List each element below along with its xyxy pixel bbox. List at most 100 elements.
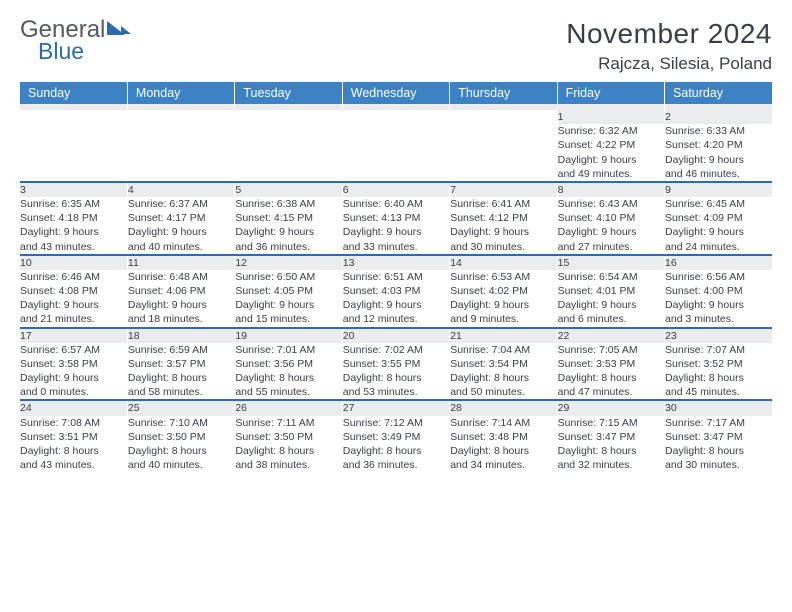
day-d2: and 46 minutes. <box>665 167 772 181</box>
day-d1: Daylight: 9 hours <box>665 298 772 312</box>
day-ss: Sunset: 4:02 PM <box>450 284 556 298</box>
day-sr: Sunrise: 6:33 AM <box>665 124 772 138</box>
day-number-cell: 24 <box>20 400 127 415</box>
day-d1: Daylight: 9 hours <box>128 225 234 239</box>
day-ss: Sunset: 3:47 PM <box>558 430 664 444</box>
day-number-cell: 15 <box>557 255 664 270</box>
day-d2: and 30 minutes. <box>450 240 556 254</box>
day-d2: and 15 minutes. <box>235 312 341 326</box>
day-detail-cell: Sunrise: 7:08 AMSunset: 3:51 PMDaylight:… <box>20 416 127 473</box>
day-d1: Daylight: 9 hours <box>450 225 556 239</box>
day-d2: and 40 minutes. <box>128 458 234 472</box>
day-d1: Daylight: 8 hours <box>558 444 664 458</box>
day-sr: Sunrise: 7:07 AM <box>665 343 772 357</box>
day-d1: Daylight: 9 hours <box>558 298 664 312</box>
day-sr: Sunrise: 6:38 AM <box>235 197 341 211</box>
day-ss: Sunset: 4:17 PM <box>128 211 234 225</box>
title-block: November 2024 Rajcza, Silesia, Poland <box>566 18 772 74</box>
day-detail-cell: Sunrise: 7:11 AMSunset: 3:50 PMDaylight:… <box>235 416 342 473</box>
day-number-cell <box>342 110 449 124</box>
day-ss: Sunset: 4:01 PM <box>558 284 664 298</box>
brand-word2: Blue <box>38 40 105 63</box>
day-number-cell: 11 <box>127 255 234 270</box>
day-number-cell: 13 <box>342 255 449 270</box>
day-d1: Daylight: 9 hours <box>558 153 664 167</box>
day-number-cell: 30 <box>665 400 772 415</box>
day-ss: Sunset: 4:22 PM <box>558 138 664 152</box>
day-d1: Daylight: 9 hours <box>20 225 127 239</box>
day-sr: Sunrise: 6:50 AM <box>235 270 341 284</box>
day-d2: and 49 minutes. <box>558 167 664 181</box>
day-d1: Daylight: 8 hours <box>558 371 664 385</box>
day-ss: Sunset: 3:53 PM <box>558 357 664 371</box>
day-number-cell: 25 <box>127 400 234 415</box>
day-d1: Daylight: 8 hours <box>235 371 341 385</box>
day-d1: Daylight: 8 hours <box>343 371 449 385</box>
day-number-cell: 17 <box>20 328 127 343</box>
brand-logo: General Blue <box>20 18 131 63</box>
day-number-cell: 2 <box>665 110 772 124</box>
day-d2: and 38 minutes. <box>235 458 341 472</box>
day-d1: Daylight: 9 hours <box>343 298 449 312</box>
weekday-header: Sunday <box>20 82 127 104</box>
weekday-header: Monday <box>127 82 234 104</box>
day-ss: Sunset: 3:48 PM <box>450 430 556 444</box>
day-sr: Sunrise: 7:12 AM <box>343 416 449 430</box>
day-ss: Sunset: 3:56 PM <box>235 357 341 371</box>
day-d2: and 9 minutes. <box>450 312 556 326</box>
day-d1: Daylight: 8 hours <box>128 444 234 458</box>
day-detail-cell: Sunrise: 7:12 AMSunset: 3:49 PMDaylight:… <box>342 416 449 473</box>
day-sr: Sunrise: 6:41 AM <box>450 197 556 211</box>
day-d2: and 18 minutes. <box>128 312 234 326</box>
day-number-cell <box>235 110 342 124</box>
day-number-cell <box>127 110 234 124</box>
day-number-cell: 29 <box>557 400 664 415</box>
day-ss: Sunset: 3:51 PM <box>20 430 127 444</box>
day-ss: Sunset: 3:58 PM <box>20 357 127 371</box>
day-number-cell: 8 <box>557 182 664 197</box>
day-sr: Sunrise: 6:35 AM <box>20 197 127 211</box>
day-ss: Sunset: 4:08 PM <box>20 284 127 298</box>
day-detail-cell <box>235 124 342 182</box>
day-number-cell: 12 <box>235 255 342 270</box>
day-d1: Daylight: 8 hours <box>235 444 341 458</box>
day-detail-cell <box>20 124 127 182</box>
day-detail-cell: Sunrise: 6:50 AMSunset: 4:05 PMDaylight:… <box>235 270 342 328</box>
day-d2: and 3 minutes. <box>665 312 772 326</box>
day-sr: Sunrise: 7:02 AM <box>343 343 449 357</box>
day-detail-cell: Sunrise: 6:37 AMSunset: 4:17 PMDaylight:… <box>127 197 234 255</box>
day-sr: Sunrise: 7:15 AM <box>558 416 664 430</box>
day-sr: Sunrise: 6:32 AM <box>558 124 664 138</box>
day-d1: Daylight: 9 hours <box>343 225 449 239</box>
day-sr: Sunrise: 6:57 AM <box>20 343 127 357</box>
day-sr: Sunrise: 6:51 AM <box>343 270 449 284</box>
day-detail-cell: Sunrise: 6:46 AMSunset: 4:08 PMDaylight:… <box>20 270 127 328</box>
day-number-cell: 5 <box>235 182 342 197</box>
day-d1: Daylight: 8 hours <box>450 371 556 385</box>
day-sr: Sunrise: 7:10 AM <box>128 416 234 430</box>
weekday-header: Saturday <box>665 82 772 104</box>
weekday-header: Thursday <box>450 82 557 104</box>
day-d1: Daylight: 8 hours <box>450 444 556 458</box>
day-detail-cell: Sunrise: 7:01 AMSunset: 3:56 PMDaylight:… <box>235 343 342 401</box>
day-d2: and 43 minutes. <box>20 240 127 254</box>
day-ss: Sunset: 4:10 PM <box>558 211 664 225</box>
day-number-cell: 20 <box>342 328 449 343</box>
day-detail-cell: Sunrise: 6:45 AMSunset: 4:09 PMDaylight:… <box>665 197 772 255</box>
day-sr: Sunrise: 7:01 AM <box>235 343 341 357</box>
day-d2: and 36 minutes. <box>235 240 341 254</box>
day-ss: Sunset: 3:52 PM <box>665 357 772 371</box>
day-number-cell: 27 <box>342 400 449 415</box>
day-number-cell: 19 <box>235 328 342 343</box>
day-detail-cell: Sunrise: 6:54 AMSunset: 4:01 PMDaylight:… <box>557 270 664 328</box>
day-detail-cell <box>342 124 449 182</box>
day-d2: and 34 minutes. <box>450 458 556 472</box>
day-number-cell <box>20 110 127 124</box>
weekday-header: Wednesday <box>342 82 449 104</box>
day-ss: Sunset: 3:50 PM <box>235 430 341 444</box>
day-detail-cell: Sunrise: 7:02 AMSunset: 3:55 PMDaylight:… <box>342 343 449 401</box>
day-sr: Sunrise: 6:59 AM <box>128 343 234 357</box>
day-detail-cell: Sunrise: 6:51 AMSunset: 4:03 PMDaylight:… <box>342 270 449 328</box>
day-d1: Daylight: 9 hours <box>665 153 772 167</box>
day-number-cell: 4 <box>127 182 234 197</box>
